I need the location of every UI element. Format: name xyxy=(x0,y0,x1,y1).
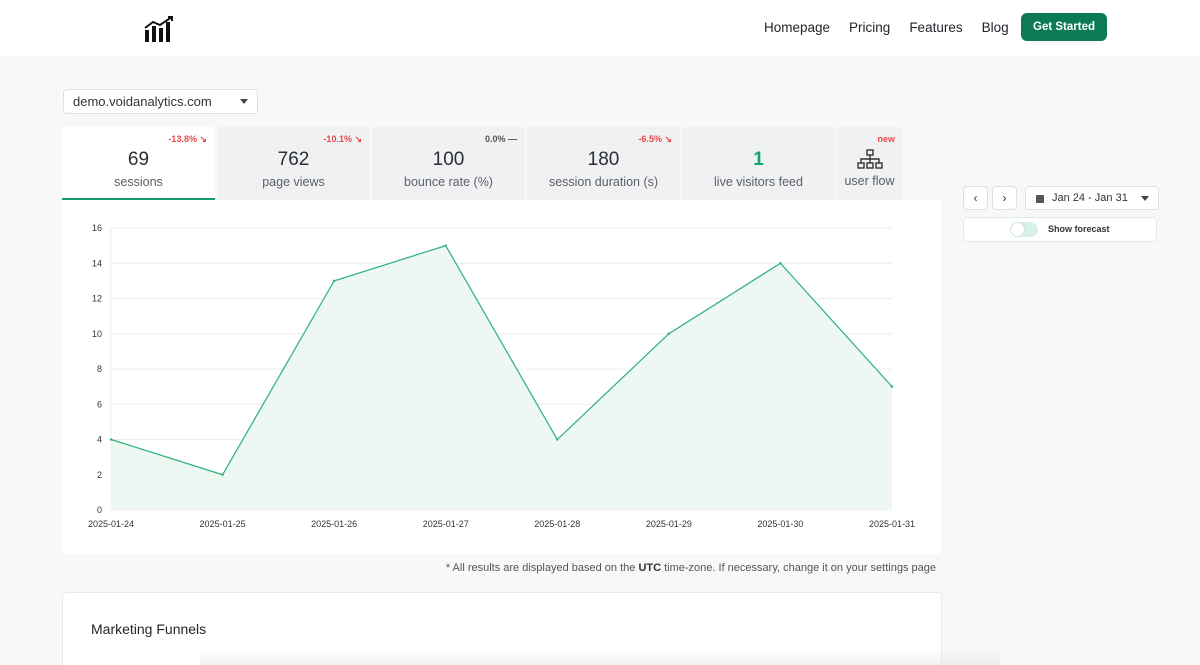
site-selector[interactable]: demo.voidanalytics.com xyxy=(63,89,258,114)
y-tick-label: 0 xyxy=(97,505,102,515)
forecast-label: Show forecast xyxy=(1048,224,1110,234)
bounce-rate-delta: 0.0% — xyxy=(484,134,517,144)
bottom-fade xyxy=(200,650,1000,665)
forecast-toggle[interactable] xyxy=(1010,222,1038,237)
x-tick-label: 2025-01-31 xyxy=(869,519,915,529)
tab-page-views[interactable]: -10.1% ↘ 762 page views xyxy=(217,127,370,200)
x-tick-label: 2025-01-28 xyxy=(534,519,580,529)
data-point xyxy=(332,279,336,283)
tab-live-visitors[interactable]: 1 live visitors feed xyxy=(682,127,835,200)
x-tick-label: 2025-01-26 xyxy=(311,519,357,529)
y-tick-label: 4 xyxy=(97,435,102,445)
nav-link-homepage[interactable]: Homepage xyxy=(764,19,831,35)
session-duration-label: session duration (s) xyxy=(548,175,659,189)
chevron-left-icon: ‹ xyxy=(973,191,978,205)
tab-bounce-rate[interactable]: 0.0% — 100 bounce rate (%) xyxy=(372,127,525,200)
main-nav: Homepage Pricing Features Blog xyxy=(764,13,1028,41)
new-badge: new xyxy=(877,134,895,144)
get-started-button[interactable]: Get Started xyxy=(1021,13,1107,41)
data-point xyxy=(109,438,113,441)
tab-user-flow[interactable]: new user flow xyxy=(837,127,902,200)
timezone-note-suffix: time-zone. If necessary, change it on yo… xyxy=(661,562,936,574)
y-tick-label: 14 xyxy=(92,258,102,268)
nav-link-features[interactable]: Features xyxy=(909,19,963,35)
calendar-icon xyxy=(1036,195,1044,203)
tab-session-duration[interactable]: -6.5% ↘ 180 session duration (s) xyxy=(527,127,680,200)
data-point xyxy=(890,385,894,388)
timezone-note: * All results are displayed based on the… xyxy=(62,562,936,574)
caret-down-icon xyxy=(240,99,248,104)
live-visitors-value: 1 xyxy=(753,149,764,170)
sitemap-icon xyxy=(857,149,883,169)
y-tick-label: 12 xyxy=(92,294,102,304)
nav-link-blog[interactable]: Blog xyxy=(981,19,1009,35)
x-tick-label: 2025-01-24 xyxy=(88,519,134,529)
page-views-value: 762 xyxy=(277,149,310,170)
x-tick-label: 2025-01-29 xyxy=(646,519,692,529)
sessions-chart: 0 2 4 6 8 10 12 14 16 2025-01-24 2025-01-25 2025-01… xyxy=(62,200,941,554)
marketing-funnels-title: Marketing Funnels xyxy=(91,621,207,637)
bounce-rate-value: 100 xyxy=(432,149,465,170)
sessions-delta: -13.8% ↘ xyxy=(168,134,207,144)
tab-sessions[interactable]: -13.8% ↘ 69 sessions xyxy=(62,127,215,200)
session-duration-value: 180 xyxy=(587,149,620,170)
data-point xyxy=(221,473,224,476)
site-selector-value: demo.voidanalytics.com xyxy=(73,94,212,109)
chart-svg: 0 2 4 6 8 10 12 14 16 2025-01-24 2025-01-25 2025-01… xyxy=(88,223,915,529)
series-line xyxy=(110,244,893,476)
bounce-rate-label: bounce rate (%) xyxy=(404,175,493,189)
timezone-name: UTC xyxy=(638,562,662,574)
x-tick-label: 2025-01-30 xyxy=(757,519,803,529)
live-visitors-label: live visitors feed xyxy=(714,175,803,189)
data-point xyxy=(667,332,671,335)
y-tick-label: 8 xyxy=(97,364,102,374)
toggle-knob xyxy=(1011,223,1024,236)
area-fill xyxy=(111,245,892,510)
x-tick-label: 2025-01-25 xyxy=(200,519,246,529)
date-range-picker[interactable]: Jan 24 - Jan 31 xyxy=(1025,186,1159,210)
chevron-right-icon: › xyxy=(1002,191,1007,205)
prev-period-button[interactable]: ‹ xyxy=(963,186,988,210)
sessions-value: 69 xyxy=(127,149,150,170)
sessions-label: sessions xyxy=(114,175,163,189)
session-duration-delta: -6.5% ↘ xyxy=(638,134,672,144)
page-views-delta: -10.1% ↘ xyxy=(323,134,362,144)
user-flow-label: user flow xyxy=(844,174,895,188)
y-tick-label: 2 xyxy=(97,470,102,480)
forecast-toggle-box: Show forecast xyxy=(963,217,1157,242)
caret-down-icon xyxy=(1141,196,1149,201)
y-tick-label: 16 xyxy=(92,223,102,233)
top-navbar: Homepage Pricing Features Blog Get Start… xyxy=(0,0,1200,56)
x-tick-label: 2025-01-27 xyxy=(423,519,469,529)
next-period-button[interactable]: › xyxy=(992,186,1017,210)
y-tick-label: 6 xyxy=(97,399,102,409)
page-views-label: page views xyxy=(262,175,325,189)
timezone-note-prefix: * All results are displayed based on the xyxy=(445,562,639,574)
nav-link-pricing[interactable]: Pricing xyxy=(849,19,891,35)
y-tick-label: 10 xyxy=(92,329,102,339)
data-point xyxy=(444,244,447,247)
data-point xyxy=(556,438,559,441)
logo-icon[interactable] xyxy=(144,16,176,44)
date-range-value: Jan 24 - Jan 31 xyxy=(1052,192,1128,204)
data-point xyxy=(779,262,782,265)
